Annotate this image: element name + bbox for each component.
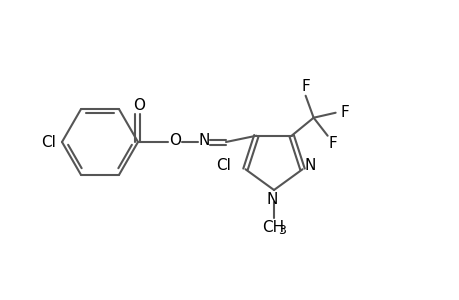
- Text: Cl: Cl: [41, 134, 56, 149]
- Text: F: F: [301, 79, 309, 94]
- Text: N: N: [198, 133, 209, 148]
- Text: 3: 3: [277, 224, 285, 238]
- Text: O: O: [133, 98, 145, 112]
- Text: F: F: [340, 105, 348, 120]
- Text: O: O: [168, 133, 180, 148]
- Text: CH: CH: [261, 220, 284, 236]
- Text: N: N: [266, 193, 277, 208]
- Text: F: F: [328, 136, 336, 151]
- Text: Cl: Cl: [216, 158, 231, 173]
- Text: N: N: [304, 158, 315, 173]
